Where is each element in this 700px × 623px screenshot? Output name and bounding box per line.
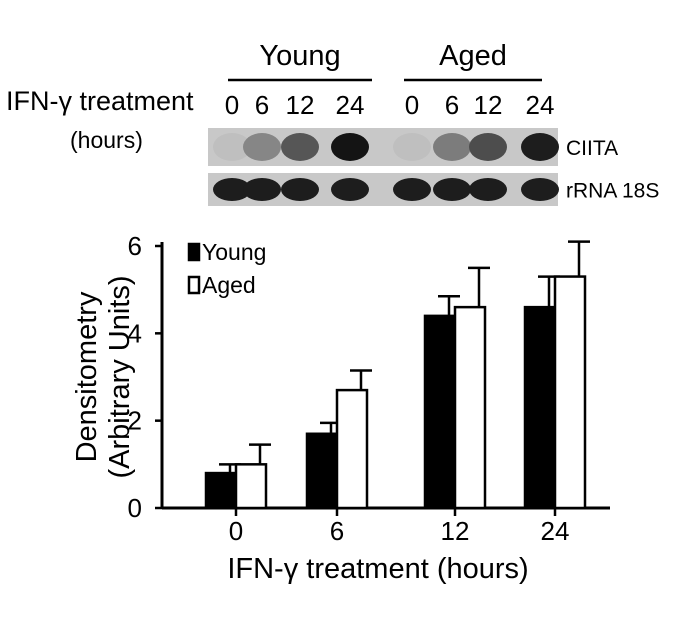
bar-young [204,471,238,510]
hours-label: (hours) [70,127,143,153]
y-tick-label: 4 [128,318,142,348]
y-axis-title: Densitometry [71,291,103,462]
lane-label: 12 [286,90,315,120]
bar-aged [553,275,587,510]
blot-band [469,133,507,161]
y-tick-label: 6 [128,231,142,261]
blot-band [393,133,431,161]
blot-row-label: rRNA 18S [566,180,659,203]
lane-label: 12 [474,90,503,120]
blot-band [331,133,369,161]
blot-band [281,133,319,161]
lane-label: 24 [526,90,555,120]
blot-band [433,178,471,201]
x-tick-label: 0 [229,516,243,546]
legend-swatch-aged [187,275,201,295]
treatment-label: IFN-γ treatment [6,86,194,117]
blot-band [469,178,507,201]
y-tick-label: 0 [128,493,142,523]
legend-label-young: Young [202,239,266,265]
blot-band [521,178,559,201]
blot-band [243,133,281,161]
lane-label: 24 [336,90,365,120]
x-tick-label: 6 [330,516,344,546]
blot-band [243,178,281,201]
lane-label: 6 [445,90,459,120]
y-axis-subtitle: (Arbitrary Units) [104,275,136,478]
bar-young [523,305,557,510]
blot-band [433,133,471,161]
lane-label: 0 [405,90,419,120]
bar-aged [335,388,369,510]
lane-label: 0 [225,90,239,120]
x-tick-label: 24 [541,516,570,546]
legend-swatch-young [187,242,201,262]
bar-aged [234,463,268,510]
x-tick-label: 12 [441,516,470,546]
bar-aged [453,305,487,510]
blot-band [213,178,251,201]
lane-label: 6 [255,90,269,120]
group-label-young: Young [259,40,340,72]
group-label-aged: Aged [439,40,507,72]
x-axis-title: IFN-γ treatment (hours) [227,553,528,585]
treatment-label-text: IFN-γ treatment [6,86,194,116]
legend-label-aged: Aged [202,272,256,298]
blot-band [213,133,251,161]
blot-row-label: CIITA [566,137,618,160]
blot-band [281,178,319,201]
bar-young [305,432,339,510]
blot-band [521,133,559,161]
blot-band [331,178,369,201]
blot-band [393,178,431,201]
y-tick-label: 2 [128,406,142,436]
bar-young [423,314,457,510]
